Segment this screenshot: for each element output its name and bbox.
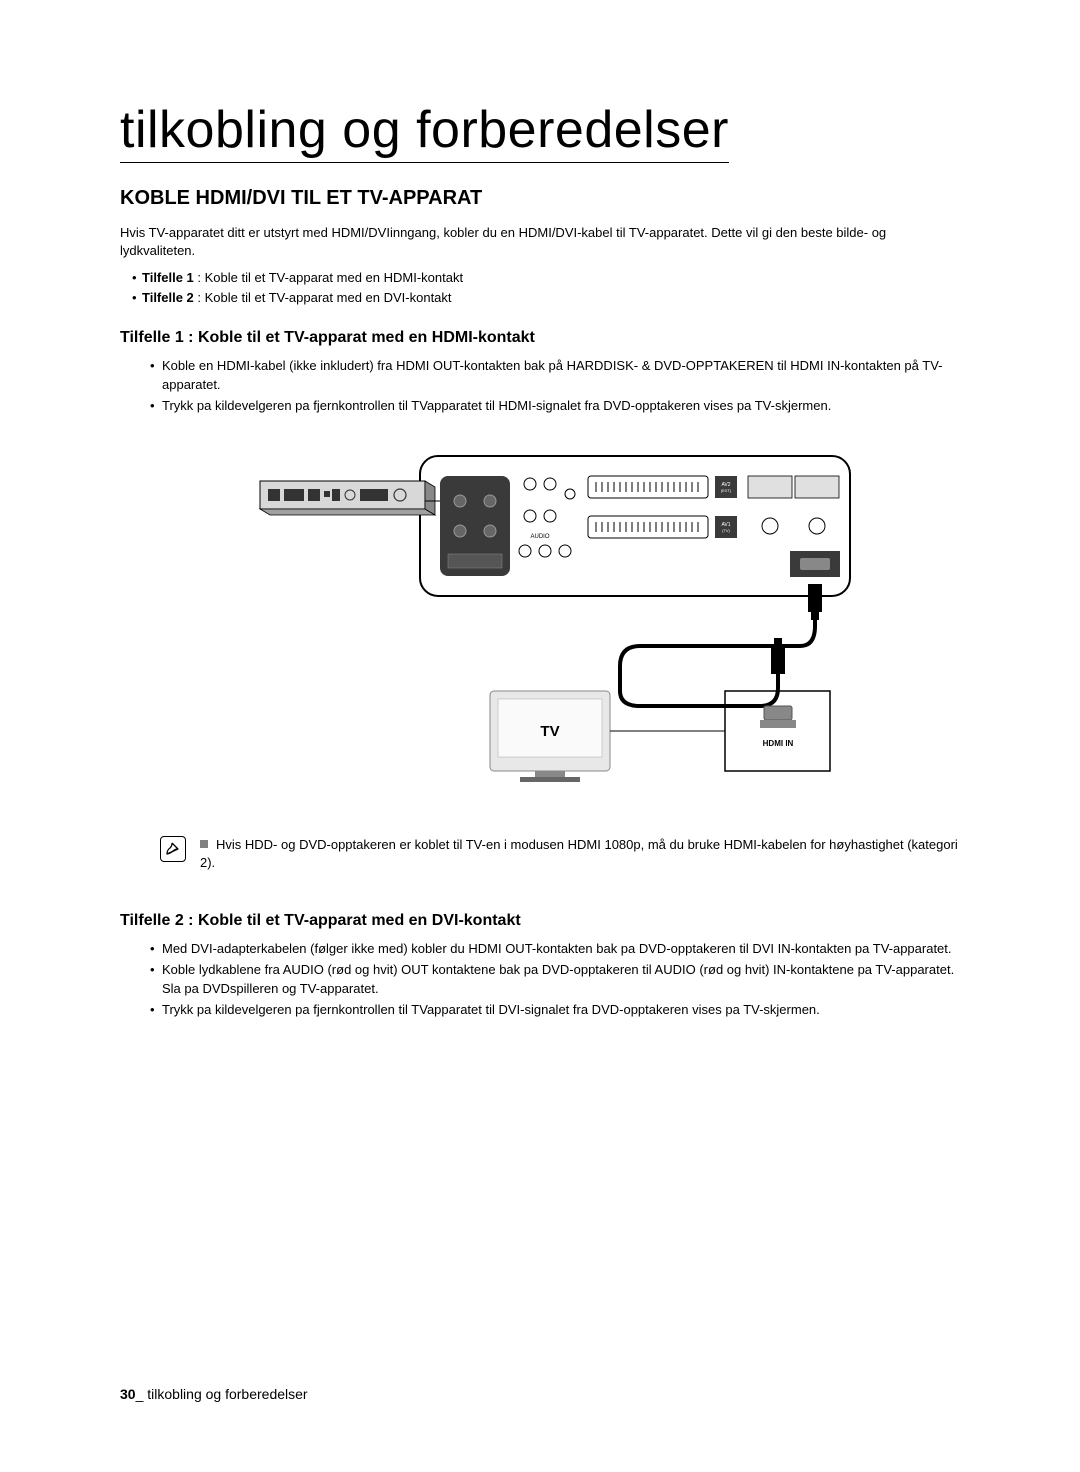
case-summary-item: Tilfelle 2 : Koble til et TV-apparat med… <box>132 288 960 308</box>
svg-text:(TV): (TV) <box>722 528 730 533</box>
case2-text: : Koble til et TV-apparat med en DVI-kon… <box>194 290 452 305</box>
note-text: Hvis HDD- og DVD-opptakeren er koblet ti… <box>200 836 960 872</box>
svg-text:(EXT): (EXT) <box>721 488 732 493</box>
tilfelle2-heading: Tilfelle 2 : Koble til et TV-apparat med… <box>120 912 960 930</box>
note-bullet-icon <box>200 840 208 848</box>
intro-text: Hvis TV-apparatet ditt er utstyrt med HD… <box>120 224 960 260</box>
note-icon <box>160 836 186 862</box>
case2-label: Tilfelle 2 <box>142 290 194 305</box>
connection-diagram: AUDIO AV2 (EXT) AV1 (TV) <box>220 446 860 806</box>
note-row: Hvis HDD- og DVD-opptakeren er koblet ti… <box>160 836 960 872</box>
case1-label: Tilfelle 1 <box>142 270 194 285</box>
svg-text:TV: TV <box>540 723 559 740</box>
list-item: Med DVI-adapterkabelen (følger ikke med)… <box>150 940 960 959</box>
page-title: tilkobling og forberedelser <box>120 100 729 163</box>
case-summary-list: Tilfelle 1 : Koble til et TV-apparat med… <box>120 268 960 307</box>
list-item: Koble en HDMI-kabel (ikke inkludert) fra… <box>150 357 960 395</box>
case1-text: : Koble til et TV-apparat med en HDMI-ko… <box>194 270 463 285</box>
page-footer: 30_ tilkobling og forberedelser <box>120 1386 308 1402</box>
list-item: Trykk pa kildevelgeren pa fjernkontrolle… <box>150 397 960 416</box>
tilfelle2-list: Med DVI-adapterkabelen (følger ikke med)… <box>120 940 960 1019</box>
tilfelle1-heading: Tilfelle 1 : Koble til et TV-apparat med… <box>120 329 960 347</box>
section-heading: KOBLE HDMI/DVI TIL ET TV-APPARAT <box>120 187 960 210</box>
case-summary-item: Tilfelle 1 : Koble til et TV-apparat med… <box>132 268 960 288</box>
footer-label: tilkobling og forberedelser <box>143 1386 307 1402</box>
list-item: Trykk pa kildevelgeren pa fjernkontrolle… <box>150 1001 960 1020</box>
note-content: Hvis HDD- og DVD-opptakeren er koblet ti… <box>200 837 958 870</box>
list-item: Koble lydkablene fra AUDIO (rød og hvit)… <box>150 961 960 999</box>
svg-text:HDMI IN: HDMI IN <box>763 739 794 748</box>
page-number: 30 <box>120 1386 136 1402</box>
tilfelle1-list: Koble en HDMI-kabel (ikke inkludert) fra… <box>120 357 960 416</box>
svg-text:AUDIO: AUDIO <box>530 534 549 540</box>
